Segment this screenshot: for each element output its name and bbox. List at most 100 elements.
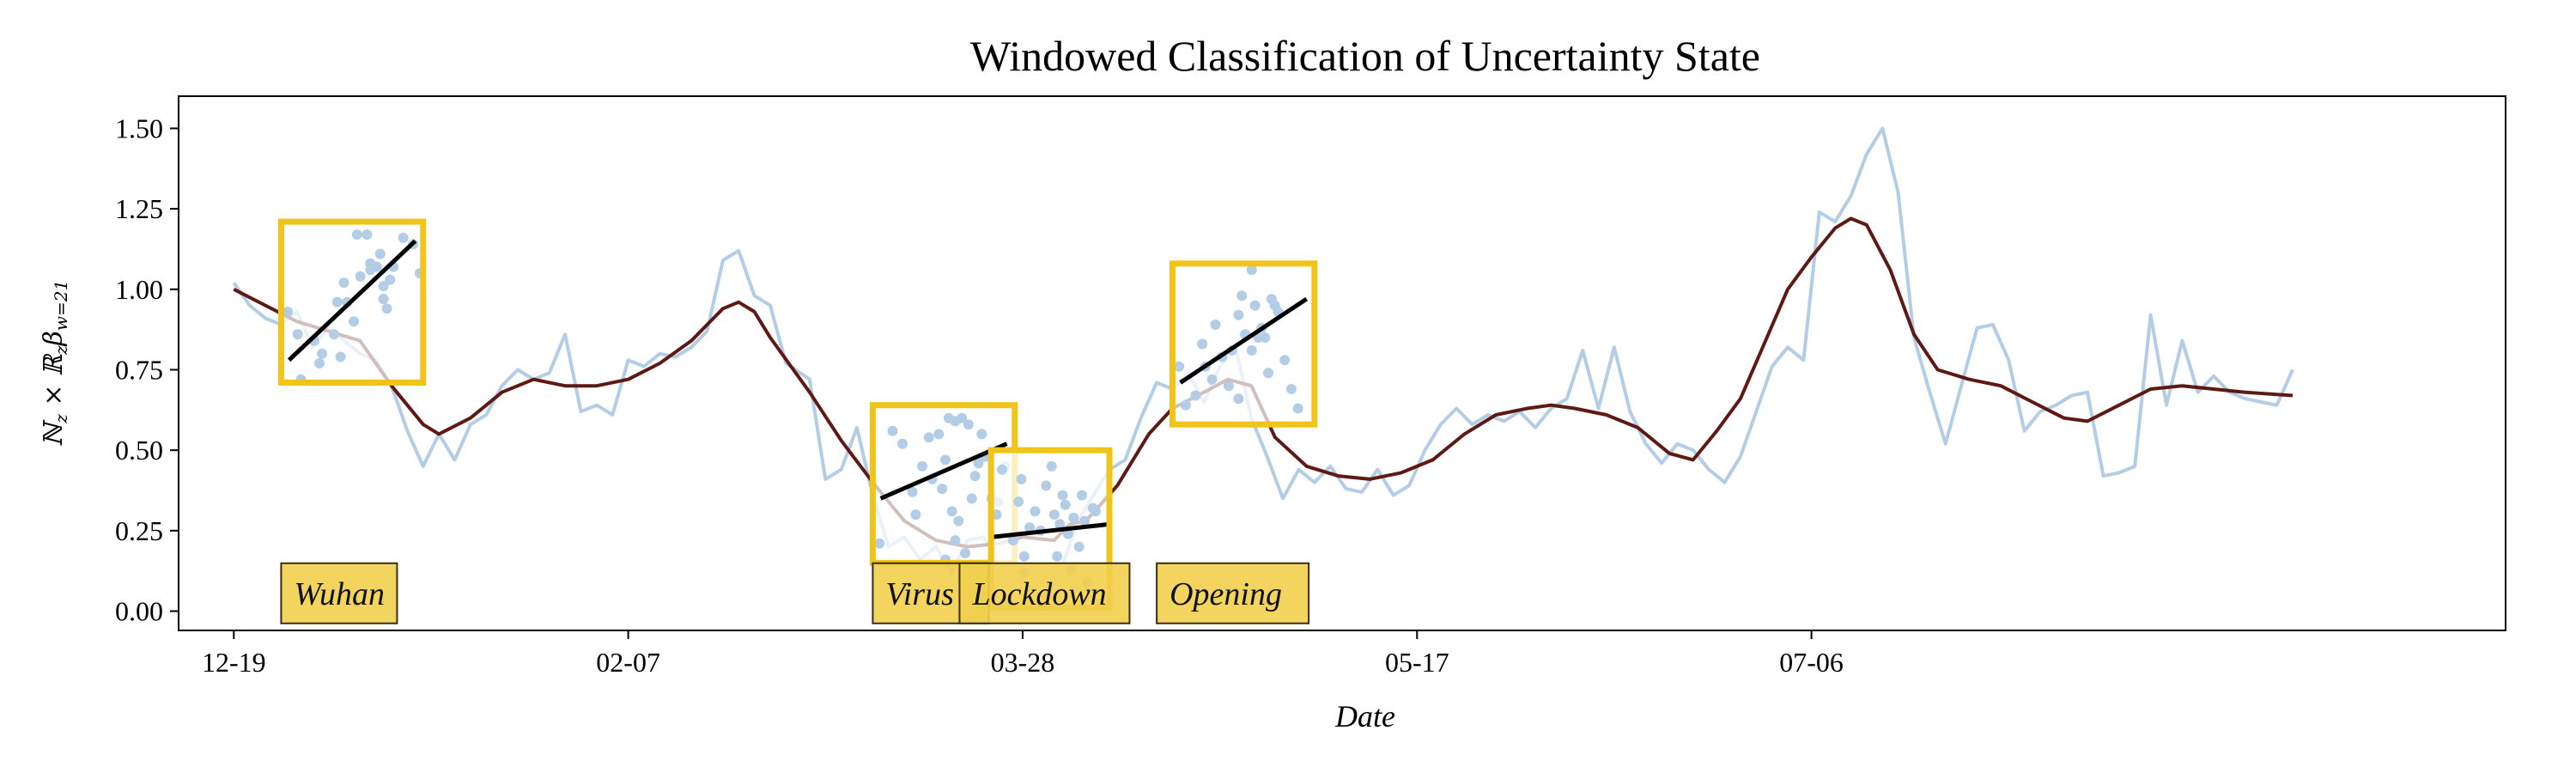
inset-point — [317, 348, 328, 359]
inset-point — [1048, 509, 1060, 520]
inset-point — [1279, 355, 1291, 366]
inset-point — [1068, 512, 1079, 523]
inset-point — [1246, 265, 1257, 276]
event-label-wuhan: Wuhan — [280, 562, 398, 624]
inset-point — [1180, 399, 1191, 411]
y-tick-label: 1.25 — [115, 193, 163, 224]
inset-point — [957, 412, 968, 423]
inset-point — [966, 493, 977, 504]
inset-point — [349, 316, 359, 327]
inset-point — [940, 454, 951, 466]
inset-point — [946, 506, 957, 517]
inset-opening — [1169, 260, 1318, 428]
inset-point — [1018, 551, 1030, 562]
inset-point — [1223, 380, 1234, 392]
inset-frame — [1169, 260, 1318, 428]
x-tick-label: 03-28 — [991, 647, 1055, 678]
inset-point — [1057, 490, 1068, 501]
inset-fit-line — [1179, 296, 1309, 385]
inset-point — [283, 307, 294, 317]
inset-point — [1206, 374, 1218, 385]
inset-point — [398, 232, 409, 243]
event-label-text: Virus — [885, 576, 954, 612]
event-label-text: Lockdown — [971, 576, 1106, 612]
inset-annotations — [277, 218, 1318, 612]
inset-frame — [277, 218, 427, 386]
y-axis-label: ℕz × ℝzβw=21 — [39, 280, 71, 447]
event-label-box — [1156, 562, 1310, 624]
inset-point — [378, 281, 389, 292]
x-tick-label: 02-07 — [596, 647, 660, 678]
event-label-lockdown: Lockdown — [958, 562, 1131, 624]
inset-point — [351, 229, 362, 240]
inset-point — [378, 294, 389, 305]
inset-point — [1236, 290, 1248, 301]
inset-point — [874, 538, 885, 549]
inset-fit-line — [879, 441, 1008, 501]
y-tick-label: 0.25 — [115, 515, 163, 546]
inset-fit-line — [287, 239, 417, 362]
inset-point — [365, 258, 376, 269]
inset-point — [338, 277, 349, 289]
inset-point — [963, 419, 974, 430]
inset-point — [1292, 403, 1303, 414]
x-tick-label: 12-19 — [202, 647, 266, 678]
inset-point — [933, 429, 945, 440]
inset-point — [937, 484, 948, 495]
inset-point — [1077, 490, 1087, 501]
plot-frame — [178, 95, 2506, 631]
inset-point — [997, 464, 1007, 475]
inset-point — [907, 486, 918, 497]
y-tick-label: 0.00 — [115, 596, 163, 627]
inset-fit-line — [990, 521, 1110, 539]
chart-title: Windowed Classification of Uncertainty S… — [970, 32, 1760, 80]
inset-point — [976, 429, 987, 440]
inset-point — [950, 535, 961, 546]
x-axis-label: Date — [1334, 699, 1395, 733]
event-label-opening: Opening — [1156, 562, 1310, 624]
inset-point — [1030, 506, 1041, 517]
inset-point — [917, 460, 928, 472]
inset-wuhan — [277, 218, 427, 386]
event-label-text: Opening — [1170, 576, 1282, 612]
inset-point — [910, 509, 921, 520]
inset-point — [1041, 480, 1052, 491]
inset-point — [381, 303, 392, 314]
inset-point — [1285, 384, 1297, 394]
inset-point — [1046, 460, 1057, 472]
inset-point — [1249, 300, 1261, 311]
inset-point — [969, 471, 981, 482]
inset-point — [1091, 506, 1101, 517]
inset-point — [1052, 551, 1063, 562]
inset-point — [1007, 535, 1018, 546]
y-tick-label: 1.50 — [115, 113, 163, 143]
inset-point — [355, 271, 366, 282]
inset-point — [1060, 499, 1071, 510]
inset-point — [1073, 541, 1084, 552]
inset-point — [374, 248, 386, 259]
x-tick-label: 07-06 — [1779, 647, 1844, 678]
inset-point — [335, 351, 346, 362]
x-tick-label: 05-17 — [1385, 647, 1449, 678]
inset-point — [960, 548, 971, 559]
inset-point — [1233, 393, 1244, 405]
inset-point — [1054, 519, 1066, 530]
inset-point — [897, 438, 908, 449]
inset-point — [1013, 496, 1024, 508]
inset-point — [1246, 345, 1257, 356]
y-axis: 0.00 0.25 0.50 0.75 1.00 1.25 1.50 — [115, 113, 179, 627]
inset-point — [1174, 361, 1185, 372]
inset-point — [1024, 522, 1036, 533]
y-tick-label: 0.50 — [115, 435, 163, 466]
y-tick-label: 1.00 — [115, 274, 163, 305]
inset-point — [385, 274, 396, 285]
inset-point — [1233, 309, 1244, 320]
inset-point — [1210, 320, 1221, 330]
inset-point — [329, 329, 339, 340]
y-tick-label: 0.75 — [115, 354, 163, 385]
inset-point — [973, 458, 984, 469]
inset-point — [1190, 390, 1201, 401]
event-labels: Wuhan Virus Lockdown Opening — [280, 562, 1310, 624]
inset-point — [953, 515, 964, 526]
